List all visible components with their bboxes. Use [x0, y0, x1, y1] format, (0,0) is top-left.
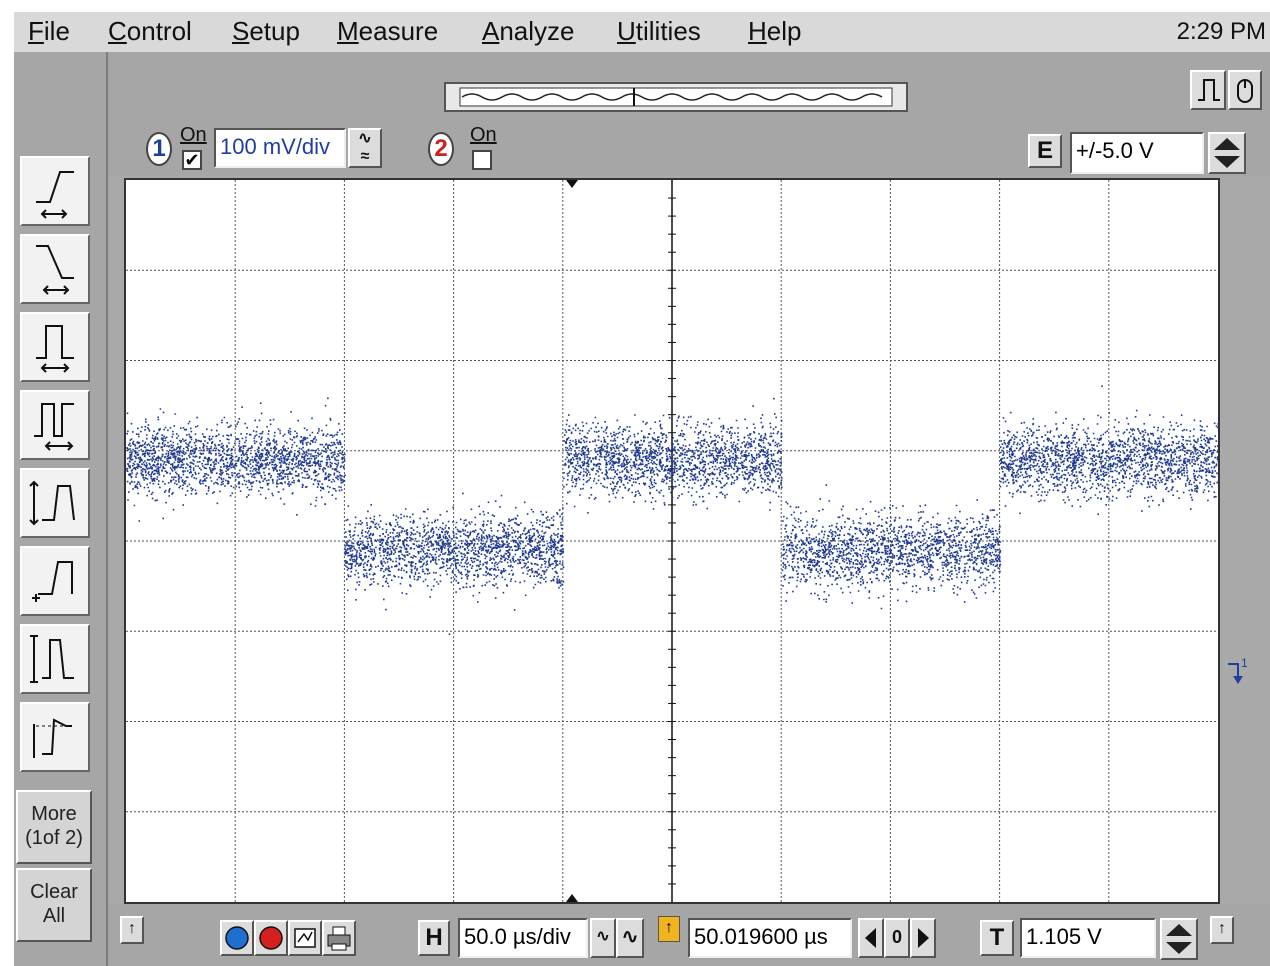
menu-utilities[interactable]: Utilities — [617, 16, 701, 46]
delay-reference-button[interactable]: 0 — [884, 918, 910, 958]
trace-samples — [126, 385, 1220, 635]
channel-1-ground-marker[interactable]: 1 — [1224, 656, 1258, 686]
trigger-button[interactable]: T — [980, 920, 1014, 956]
timebase-position-field[interactable]: 50.019600 µs — [688, 918, 852, 958]
menu-bar: File Control Setup Measure Analyze Utili… — [14, 12, 1270, 53]
mouse-icon — [1237, 79, 1253, 103]
menu-setup[interactable]: Setup — [232, 16, 300, 46]
channel-1-trace — [126, 385, 1220, 635]
timebase-controls: ↑ H 50.0 µs/div ∿ ∿ ↑ 50.019600 µs 0 T 1… — [108, 904, 1270, 966]
coarse-wave-icon: ∿ — [621, 926, 639, 948]
channel-controls: 1 On ✔ 100 mV/div ∿ ≈ 2 On E +/-5.0 V — [108, 52, 1270, 176]
left-marker-button[interactable]: ↑ — [120, 916, 144, 944]
ground-reference-icon — [1228, 663, 1243, 684]
overshoot-button[interactable] — [20, 702, 90, 772]
horizontal-button[interactable]: H — [418, 920, 450, 956]
timebase-scale-field[interactable]: 50.0 µs/div — [458, 918, 588, 958]
position-left-button[interactable] — [858, 918, 884, 958]
overshoot-icon — [33, 718, 72, 758]
channel-2-on-label: On — [470, 124, 497, 146]
graticule — [126, 180, 1218, 902]
measurement-toolbar: More (1of 2) Clear All — [14, 52, 108, 966]
trigger-position-marker-top — [566, 180, 578, 188]
arrow-up-icon: ↑ — [128, 920, 136, 937]
menu-control[interactable]: Control — [108, 16, 192, 46]
up-down-arrows-icon — [1166, 924, 1192, 954]
position-right-button[interactable] — [910, 918, 936, 958]
amplitude-icon — [29, 480, 75, 526]
channel-1-coupling-button[interactable]: ∿ ≈ — [348, 128, 382, 168]
clock: 2:29 PM — [1176, 18, 1266, 45]
external-trigger-button[interactable]: E — [1028, 134, 1062, 168]
trigger-reference-icon[interactable]: ↑ — [658, 916, 680, 942]
period-icon — [34, 403, 74, 451]
pulse-width-icon — [36, 325, 74, 373]
peak-to-peak-icon — [30, 635, 74, 683]
autoscale-icon — [294, 928, 316, 948]
right-marker-button[interactable]: ↑ — [1210, 916, 1234, 944]
menu-file[interactable]: File — [28, 16, 70, 46]
pulse-width-button[interactable] — [20, 312, 90, 382]
amplitude-button[interactable] — [20, 468, 90, 538]
trigger-level-field[interactable]: 1.105 V — [1020, 918, 1156, 958]
waveform-display[interactable] — [124, 178, 1220, 904]
trigger-position-marker-bottom — [566, 894, 578, 902]
waveform-plot — [126, 180, 1220, 902]
channel-2-badge[interactable]: 2 — [428, 132, 454, 166]
autoscale-button[interactable] — [288, 920, 322, 956]
run-button[interactable] — [220, 920, 254, 956]
stop-button[interactable] — [254, 920, 288, 956]
peak-to-peak-button[interactable] — [20, 624, 90, 694]
falling-edge-button[interactable] — [20, 234, 90, 304]
rising-edge-icon — [36, 171, 74, 219]
red-dot-icon — [259, 926, 283, 950]
clear-all-button[interactable]: Clear All — [16, 868, 92, 942]
waveform-overview[interactable] — [444, 82, 908, 112]
more-button[interactable]: More (1of 2) — [16, 790, 92, 864]
left-arrow-icon — [865, 928, 876, 948]
rising-edge-button[interactable] — [20, 156, 90, 226]
pulse-icon — [1198, 79, 1220, 101]
oscilloscope-app: File Control Setup Measure Analyze Utili… — [14, 12, 1270, 966]
overview-wave-icon — [459, 87, 893, 107]
trigger-level-stepper[interactable] — [1160, 918, 1198, 960]
mouse-mode-button[interactable] — [1228, 70, 1262, 110]
base-level-button[interactable] — [20, 546, 90, 616]
dc-coupling-icon: ≈ — [360, 148, 370, 165]
menu-analyze[interactable]: Analyze — [482, 16, 575, 46]
channel-1-on-label: On — [180, 124, 207, 146]
right-arrow-icon — [918, 928, 929, 948]
up-down-arrows-icon — [1214, 138, 1240, 168]
acquire-mode-button[interactable] — [1190, 70, 1226, 110]
period-button[interactable] — [20, 390, 90, 460]
channel-1-badge[interactable]: 1 — [146, 132, 172, 166]
channel-1-on-checkbox[interactable]: ✔ — [182, 150, 202, 170]
print-button[interactable] — [322, 920, 356, 956]
falling-edge-icon — [36, 245, 74, 295]
external-range-stepper[interactable] — [1208, 132, 1246, 174]
menu-help[interactable]: Help — [748, 16, 802, 46]
printer-icon — [327, 926, 351, 951]
blue-dot-icon — [225, 926, 249, 950]
fine-wave-icon: ∿ — [596, 928, 610, 945]
ac-coupling-icon: ∿ — [358, 130, 372, 147]
base-level-icon — [32, 561, 73, 602]
arrow-up-icon: ↑ — [1218, 920, 1226, 937]
menu-measure[interactable]: Measure — [337, 16, 439, 46]
external-range-field[interactable]: +/-5.0 V — [1070, 132, 1204, 174]
channel-1-scale-field[interactable]: 100 mV/div — [214, 128, 346, 168]
coarse-adjust-button[interactable]: ∿ — [616, 918, 644, 958]
channel-2-on-checkbox[interactable] — [472, 150, 492, 170]
fine-adjust-button[interactable]: ∿ — [590, 918, 616, 958]
